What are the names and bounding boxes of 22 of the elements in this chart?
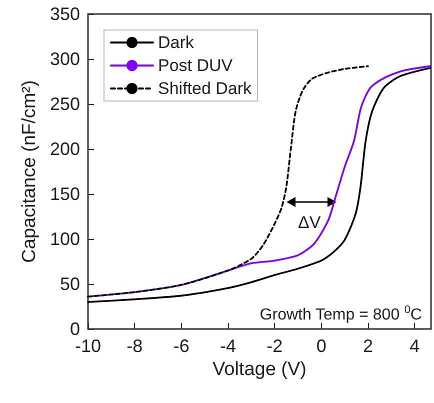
y-tick-label: 150 <box>50 184 80 204</box>
y-tick-label: 350 <box>50 4 80 24</box>
y-axis-title: Capacitance (nF/cm²) <box>19 80 40 263</box>
legend-label: Shifted Dark <box>158 79 252 98</box>
x-tick-label: -6 <box>173 336 190 356</box>
x-tick-label: -10 <box>74 336 102 356</box>
x-tick-label: -2 <box>266 336 283 356</box>
x-axis-title: Voltage (V) <box>212 358 306 380</box>
annotation: ΔV <box>298 213 322 232</box>
y-tick-label: 300 <box>50 49 80 69</box>
y-tick-label: 100 <box>50 229 80 249</box>
x-tick-label: -4 <box>220 336 236 356</box>
y-tick-label: 250 <box>50 94 80 114</box>
x-tick-label: 2 <box>362 336 374 356</box>
x-tick-label: 4 <box>410 336 420 356</box>
y-tick-label: 50 <box>60 274 80 294</box>
legend-label: Dark <box>158 33 194 52</box>
y-tick-label: 0 <box>70 319 80 339</box>
legend-label: Post DUV <box>158 56 234 75</box>
x-tick-label: -8 <box>126 336 143 356</box>
x-tick-label: 0 <box>316 336 326 356</box>
y-tick-label: 200 <box>50 139 80 159</box>
